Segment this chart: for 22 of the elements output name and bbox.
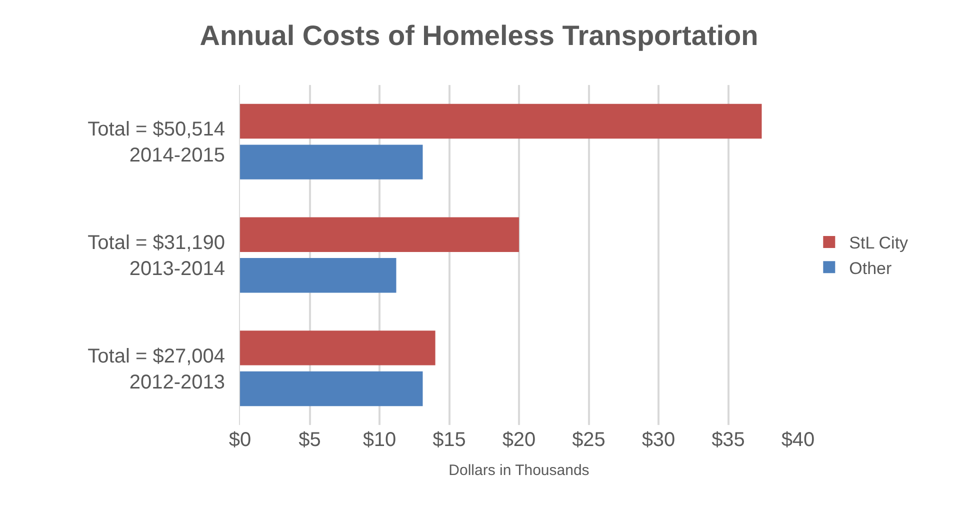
x-tick-label: $20 — [502, 429, 536, 451]
chart-title: Annual Costs of Homeless Transportation — [200, 20, 758, 51]
x-tick-label: $15 — [432, 429, 466, 451]
x-tick-label: $0 — [228, 429, 252, 451]
x-tick-label: $25 — [572, 429, 606, 451]
x-axis-title: Dollars in Thousands — [448, 462, 590, 479]
bar — [240, 144, 423, 180]
legend-label: StL City — [849, 234, 909, 253]
y-tick-label: Total = $31,190 2013-2014 — [88, 232, 225, 280]
x-tick-label: $35 — [712, 429, 745, 451]
bar — [240, 258, 396, 293]
bar — [240, 217, 519, 252]
legend-label: Other — [849, 258, 892, 278]
x-tick-label: $30 — [642, 429, 676, 451]
y-tick-label: Total = $27,004 2012-2013 — [88, 345, 225, 394]
bar — [240, 371, 423, 406]
x-tick-label: $10 — [362, 429, 396, 451]
bar — [240, 104, 762, 139]
x-tick-label: $5 — [298, 429, 321, 451]
x-tick-label: $40 — [781, 429, 815, 451]
y-tick-label: Total = $50,514 2014-2015 — [88, 118, 225, 167]
bar — [240, 330, 436, 366]
